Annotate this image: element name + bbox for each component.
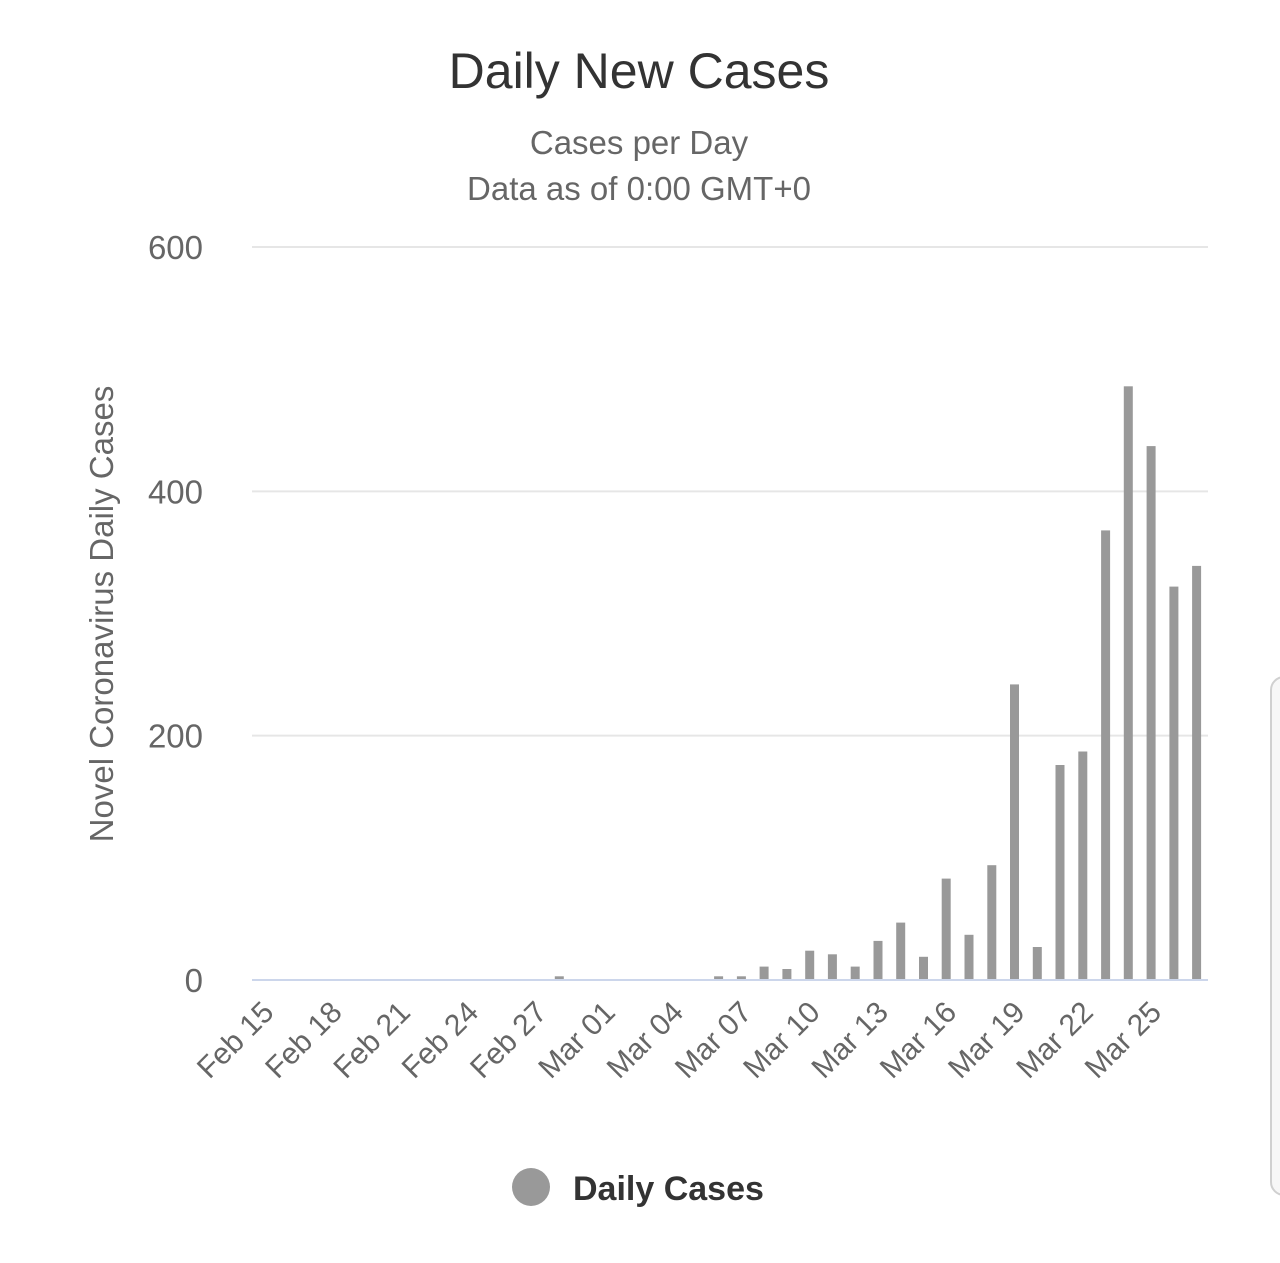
bar-mar-24[interactable] (1123, 386, 1133, 980)
chart-subtitle-line-2: Data as of 0:00 GMT+0 (467, 170, 811, 207)
x-tick-label: Feb 24 (396, 996, 485, 1085)
legend[interactable]: Daily Cases (512, 1168, 764, 1208)
x-tick-label: Feb 21 (328, 996, 417, 1085)
bar-mar-13[interactable] (873, 940, 883, 980)
legend-label[interactable]: Daily Cases (573, 1170, 764, 1208)
bar-mar-19[interactable] (1010, 684, 1019, 980)
legend-marker (512, 1168, 550, 1206)
gridlines (252, 246, 1208, 737)
bar-mar-23[interactable] (1101, 530, 1111, 980)
bar-mar-14[interactable] (896, 922, 906, 980)
bar-mar-21[interactable] (1055, 765, 1065, 980)
x-tick-label: Feb 18 (259, 996, 348, 1085)
x-tick-label: Mar 01 (532, 996, 621, 1085)
y-tick-label: 0 (185, 962, 203, 999)
x-tick-label: Mar 10 (737, 996, 826, 1085)
y-tick-label: 400 (148, 473, 203, 510)
bar-mar-15[interactable] (919, 956, 928, 980)
bars (554, 386, 1202, 981)
x-tick-label: Mar 07 (669, 996, 758, 1085)
x-tick-label: Mar 19 (942, 996, 1031, 1085)
bar-mar-08[interactable] (759, 966, 769, 980)
bar-mar-07[interactable] (736, 976, 746, 980)
bar-mar-06[interactable] (714, 976, 724, 980)
bar-mar-27[interactable] (1192, 565, 1202, 980)
bar-mar-11[interactable] (827, 954, 837, 980)
x-tick-label: Mar 04 (601, 996, 690, 1085)
x-tick-label: Mar 16 (874, 996, 963, 1085)
chart-subtitle-line-1: Cases per Day (530, 124, 749, 161)
y-axis-label: Novel Coronavirus Daily Cases (83, 386, 120, 843)
y-axis-ticks: 0 200 400 600 (148, 229, 203, 999)
bar-mar-16[interactable] (941, 878, 951, 980)
x-tick-label: Feb 27 (464, 996, 553, 1085)
bar-mar-25[interactable] (1146, 446, 1156, 981)
x-tick-label: Mar 22 (1010, 996, 1099, 1085)
x-tick-label: Mar 13 (806, 996, 895, 1085)
y-tick-label: 600 (148, 229, 203, 266)
bar-mar-18[interactable] (987, 865, 997, 980)
bar-mar-17[interactable] (964, 934, 974, 980)
x-tick-label: Mar 25 (1079, 996, 1168, 1085)
side-scroll-tab[interactable] (1270, 676, 1280, 1196)
bar-mar-22[interactable] (1078, 751, 1088, 981)
bar-mar-20[interactable] (1032, 947, 1042, 980)
bar-mar-12[interactable] (850, 966, 860, 980)
y-tick-label: 200 (148, 718, 203, 755)
bar-mar-10[interactable] (805, 950, 815, 980)
bar-mar-26[interactable] (1169, 586, 1179, 980)
chart-title: Daily New Cases (449, 43, 830, 99)
x-tick-label: Feb 15 (191, 996, 280, 1085)
bar-feb-28[interactable] (554, 976, 564, 980)
bar-mar-09[interactable] (782, 969, 792, 980)
